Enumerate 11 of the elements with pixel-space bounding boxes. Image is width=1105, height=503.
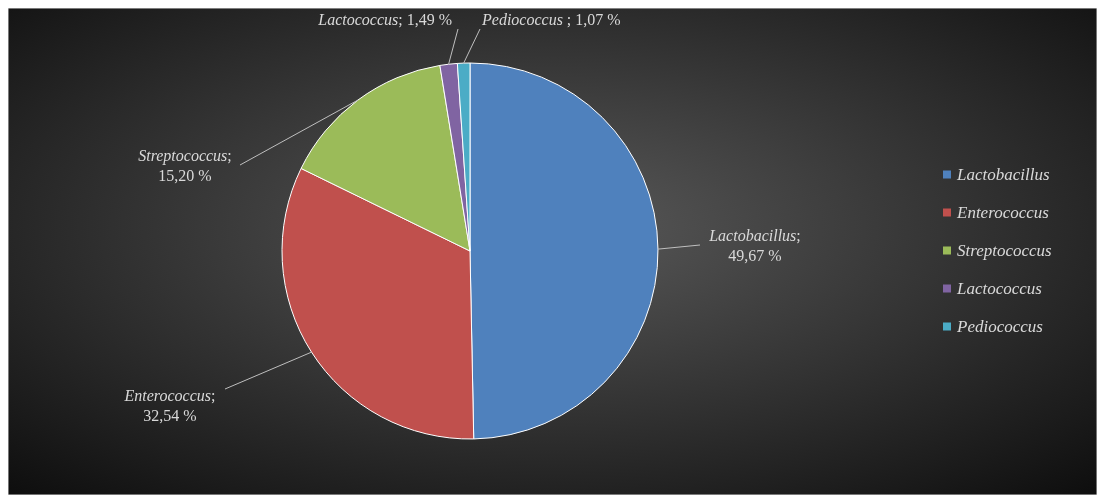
slice-label: Lactococcus xyxy=(317,11,399,28)
data-label: ; 1,07 % xyxy=(566,11,621,28)
slice-label: Pediococcus xyxy=(481,11,563,28)
legend-label: Pediococcus xyxy=(956,316,1044,336)
slice-label: Lactobacillus xyxy=(708,227,797,244)
category-label: Lactobacillus xyxy=(957,164,1050,184)
slice-label: Streptococcus xyxy=(138,147,228,165)
legend-label: Streptococcus xyxy=(957,240,1053,260)
legend-label: Enterococcus xyxy=(956,202,1050,222)
legend-label: Lactococcus xyxy=(956,278,1043,298)
slice-label: Enterococcus xyxy=(123,387,212,404)
